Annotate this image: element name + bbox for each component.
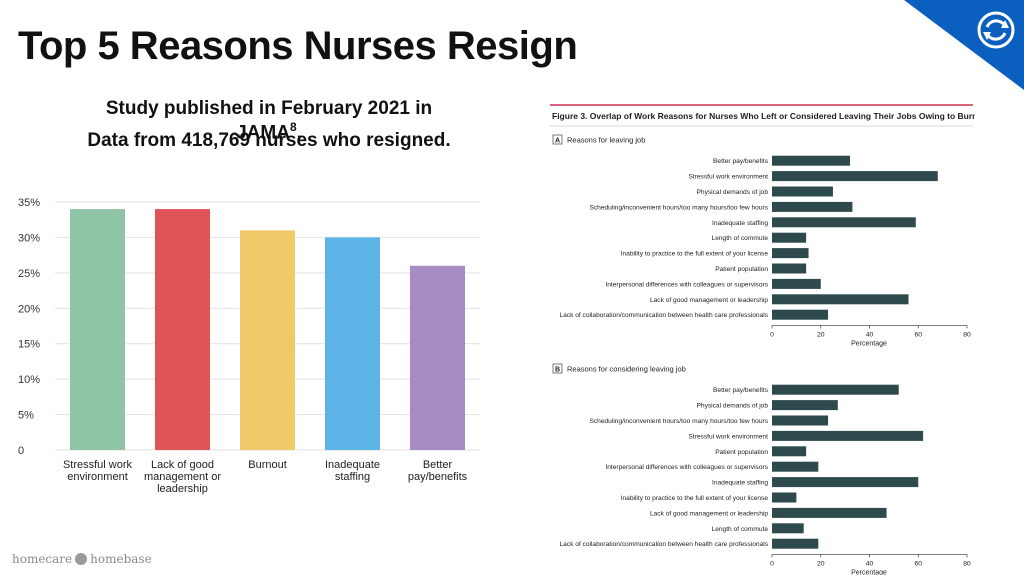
y-tick-label: 10% — [18, 374, 40, 386]
x-axis-label: Percentage — [851, 569, 887, 575]
brand-logo-icon — [75, 552, 88, 565]
bar — [772, 400, 838, 411]
bar — [772, 430, 924, 441]
category-label: Stressful work environment — [688, 174, 768, 181]
category-label: Lack of good management or leadership — [650, 510, 768, 517]
subtitle-data: Data from 418,769 nurses who resigned. — [87, 130, 451, 151]
bar — [772, 171, 938, 182]
bar — [155, 209, 210, 450]
panel-label-box — [552, 134, 563, 145]
x-tick-label: 60 — [914, 331, 922, 338]
bar — [772, 477, 919, 488]
category-label: Length of commute — [712, 526, 769, 533]
bar — [772, 186, 833, 197]
category-label: Physical demands of job — [697, 403, 769, 410]
category-label: Interpersonal differences with colleague… — [605, 281, 768, 288]
x-tick-label: 40 — [866, 331, 874, 338]
panel-label: A — [555, 138, 560, 145]
x-tick-label: 20 — [817, 560, 825, 567]
bar — [240, 230, 295, 450]
panel-label: B — [555, 367, 560, 374]
page-title: Top 5 Reasons Nurses Resign — [18, 24, 578, 68]
x-tick-label: 80 — [963, 331, 971, 338]
x-tick-label: staffing — [335, 471, 370, 483]
bar — [772, 415, 829, 426]
bar — [772, 232, 807, 243]
x-tick-label: 0 — [770, 331, 774, 338]
category-label: Lack of collaboration/communication betw… — [559, 541, 768, 548]
y-tick-label: 5% — [18, 410, 34, 422]
x-tick-label: Better — [423, 459, 453, 471]
bar — [772, 538, 819, 549]
brand-left: homecare — [12, 552, 73, 566]
x-tick-label: pay/benefits — [408, 471, 468, 483]
y-tick-label: 30% — [18, 232, 40, 244]
figure-title: Figure 3. Overlap of Work Reasons for Nu… — [552, 111, 975, 121]
citation-superscript: 8 — [289, 120, 297, 134]
bar — [772, 294, 909, 305]
category-label: Scheduling/inconvenient hours/too many h… — [589, 204, 768, 211]
x-tick-label: 0 — [770, 560, 774, 567]
category-label: Patient population — [715, 266, 768, 273]
refresh-arrows-icon — [977, 11, 1015, 49]
category-label: Interpersonal differences with colleague… — [605, 464, 768, 471]
category-label: Inadequate staffing — [712, 220, 768, 227]
bar — [772, 384, 899, 395]
category-label: Inadequate staffing — [712, 480, 768, 487]
x-tick-label: management or — [144, 471, 221, 483]
category-label: Inability to practice to the full extent… — [621, 251, 769, 258]
bar — [772, 155, 850, 166]
bar — [772, 461, 819, 472]
bar — [772, 309, 829, 320]
category-label: Stressful work environment — [688, 433, 768, 440]
corner-logo — [904, 0, 1024, 90]
bar — [325, 237, 380, 450]
y-tick-label: 0 — [18, 445, 24, 457]
x-tick-label: Inadequate — [325, 459, 380, 471]
bar — [772, 507, 887, 518]
category-label: Better pay/benefits — [713, 387, 769, 394]
bar — [772, 492, 797, 503]
x-tick-label: Lack of good — [151, 459, 214, 471]
top-reasons-bar-chart: 0 5% 10% 15% 20% 25% 30% 35% Stressful workenvir… — [18, 197, 480, 495]
category-label: Physical demands of job — [697, 189, 769, 196]
x-tick-label: 20 — [817, 331, 825, 338]
x-tick-label: environment — [67, 471, 128, 483]
y-tick-label: 20% — [18, 303, 40, 315]
x-tick-label: 80 — [963, 560, 971, 567]
bar — [772, 248, 809, 259]
brand-right: homebase — [90, 552, 152, 566]
bar — [772, 217, 916, 228]
y-tick-label: 25% — [18, 268, 40, 280]
x-tick-label: 40 — [866, 560, 874, 567]
jama-figure-3: Figure 3. Overlap of Work Reasons for Nu… — [550, 104, 975, 575]
subtitle-study: Study published in February 2021 in JAMA… — [105, 98, 433, 144]
x-tick-label: 60 — [914, 560, 922, 567]
bar — [772, 523, 804, 534]
category-label: Scheduling/inconvenient hours/too many h… — [589, 418, 768, 425]
bar — [772, 278, 821, 289]
bar — [772, 446, 807, 457]
panel-title: Reasons for considering leaving job — [567, 365, 686, 374]
bar — [772, 263, 807, 274]
panel-label-box — [552, 363, 563, 374]
x-tick-label: Stressful work — [63, 459, 133, 471]
category-label: Lack of good management or leadership — [650, 297, 768, 304]
category-label: Inability to practice to the full extent… — [621, 495, 769, 502]
brand-footer: homecare homebase — [12, 552, 152, 567]
bar — [772, 201, 853, 212]
y-tick-label: 35% — [18, 197, 40, 209]
category-label: Length of commute — [712, 235, 769, 242]
bar — [70, 209, 125, 450]
panel-title: Reasons for leaving job — [567, 136, 645, 145]
x-axis-label: Percentage — [851, 340, 887, 347]
category-label: Patient population — [715, 449, 768, 456]
y-tick-label: 15% — [18, 339, 40, 351]
bar — [410, 265, 465, 450]
x-tick-label: Burnout — [248, 459, 287, 471]
category-label: Better pay/benefits — [713, 158, 769, 165]
x-tick-label: leadership — [157, 483, 208, 495]
category-label: Lack of collaboration/communication betw… — [559, 312, 768, 319]
